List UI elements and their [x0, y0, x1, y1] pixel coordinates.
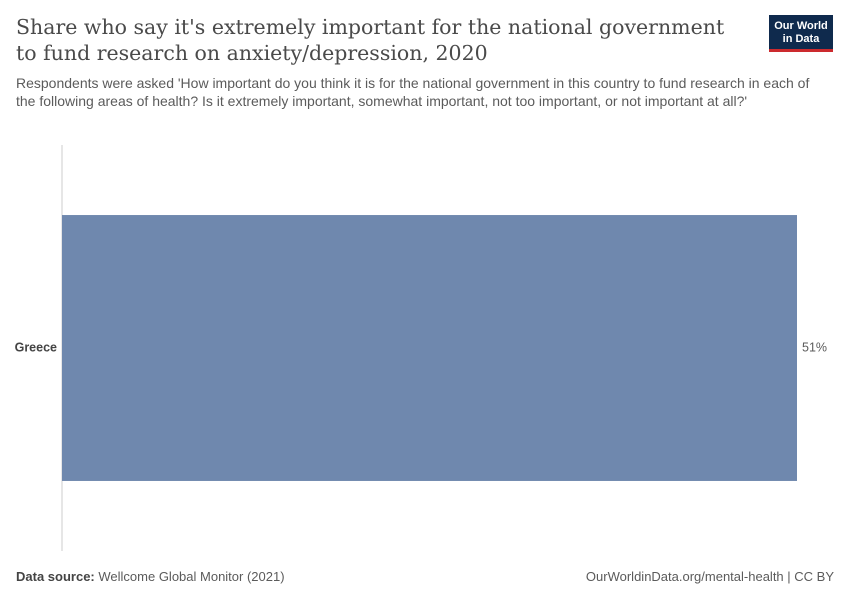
chart-title: Share who say it's extremely important f…	[16, 15, 725, 65]
logo-accent-bar	[769, 49, 833, 52]
logo-line-2: in Data	[782, 33, 820, 45]
owid-logo[interactable]: Our World in Data	[769, 15, 833, 52]
bar-greece[interactable]	[62, 215, 797, 481]
data-source-label: Data source:	[16, 569, 95, 584]
source-link[interactable]: OurWorldinData.org/mental-health | CC BY	[585, 569, 834, 584]
value-label-greece: 51%	[802, 340, 827, 354]
data-source: Data source: Wellcome Global Monitor (20…	[16, 569, 285, 584]
category-label-greece: Greece	[15, 340, 57, 354]
logo-line-1: Our World	[774, 20, 828, 32]
chart-subtitle: Respondents were asked 'How important do…	[16, 75, 810, 109]
data-source-text: Wellcome Global Monitor (2021)	[98, 569, 285, 584]
